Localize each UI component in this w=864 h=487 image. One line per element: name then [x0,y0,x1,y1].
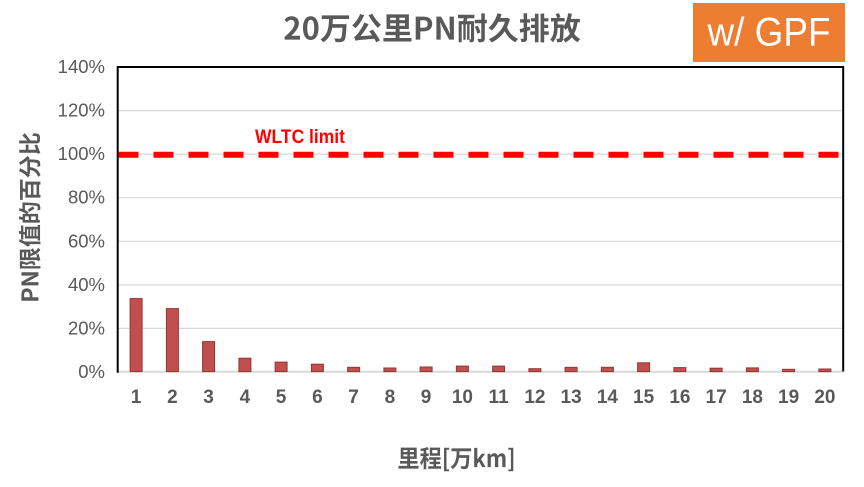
svg-text:3: 3 [203,387,214,408]
svg-text:60%: 60% [68,230,105,251]
svg-text:13: 13 [561,387,582,408]
svg-text:w/ GPF: w/ GPF [707,11,831,55]
svg-text:WLTC limit: WLTC limit [255,126,345,148]
svg-text:40%: 40% [68,274,105,295]
svg-text:2: 2 [167,387,178,408]
svg-text:19: 19 [778,387,799,408]
svg-text:20: 20 [814,387,835,408]
svg-text:4: 4 [240,387,251,408]
svg-text:11: 11 [489,387,510,408]
svg-text:0%: 0% [78,361,105,382]
svg-text:140%: 140% [58,56,105,77]
svg-text:9: 9 [421,387,432,408]
svg-text:16: 16 [669,387,690,408]
svg-text:17: 17 [706,387,727,408]
svg-text:12: 12 [524,387,545,408]
svg-text:80%: 80% [68,187,105,208]
svg-text:8: 8 [385,387,396,408]
svg-text:5: 5 [276,387,287,408]
svg-text:10: 10 [452,387,473,408]
svg-text:7: 7 [348,387,359,408]
svg-text:18: 18 [742,387,763,408]
svg-text:15: 15 [633,387,655,408]
svg-text:6: 6 [312,387,323,408]
svg-text:14: 14 [597,387,619,408]
svg-text:100%: 100% [58,143,105,164]
svg-text:20%: 20% [68,317,105,338]
svg-text:1: 1 [131,387,142,408]
svg-text:120%: 120% [58,100,105,121]
